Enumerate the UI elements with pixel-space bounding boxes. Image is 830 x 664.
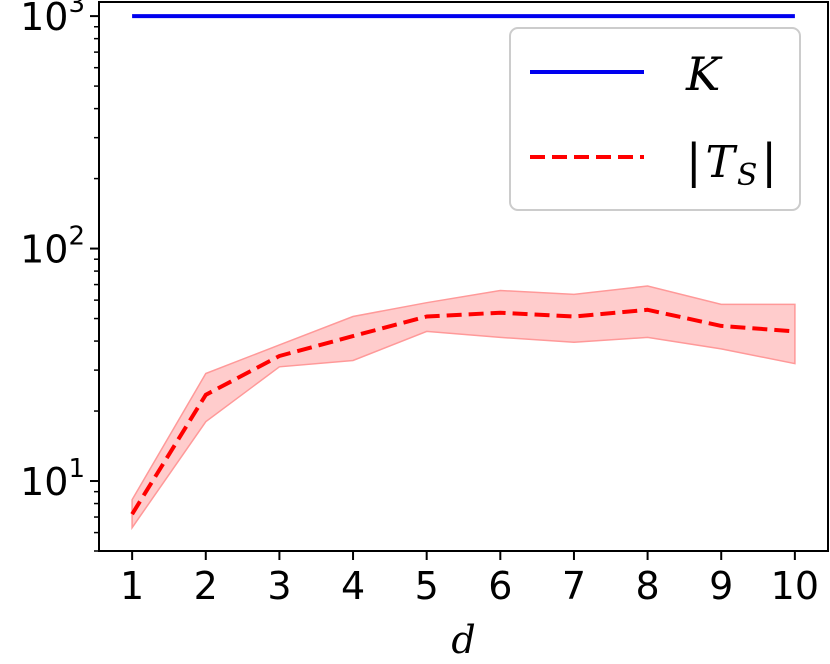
x-tick-label: 2: [194, 564, 218, 608]
x-tick-label: 9: [709, 564, 733, 608]
legend-label-k: K: [685, 47, 723, 101]
x-tick-label: 10: [771, 564, 819, 608]
axes-frame: [98, 1, 829, 552]
y-tick-label: 102: [20, 222, 85, 272]
confidence-band-ts: [131, 285, 796, 531]
series-line-ts: [130, 307, 796, 516]
x-tick-label: 7: [562, 564, 586, 608]
y-tick-label: 103: [20, 0, 85, 39]
x-tick-label: 6: [488, 564, 512, 608]
x-axis-label: d: [451, 618, 475, 662]
plot-area: [130, 14, 796, 531]
x-tick-label: 8: [635, 564, 659, 608]
axes: 1 2 3 4 5 6 7 8 9 10 101 102 103 d: [20, 0, 829, 662]
y-tick-label: 101: [20, 454, 85, 504]
x-tick-label: 3: [267, 564, 291, 608]
legend: K |TS|: [509, 27, 801, 211]
x-tick-label: 4: [341, 564, 365, 608]
x-tick-label: 5: [415, 564, 439, 608]
x-tick-label: 1: [120, 564, 144, 608]
legend-label-ts: |TS|: [686, 134, 777, 193]
